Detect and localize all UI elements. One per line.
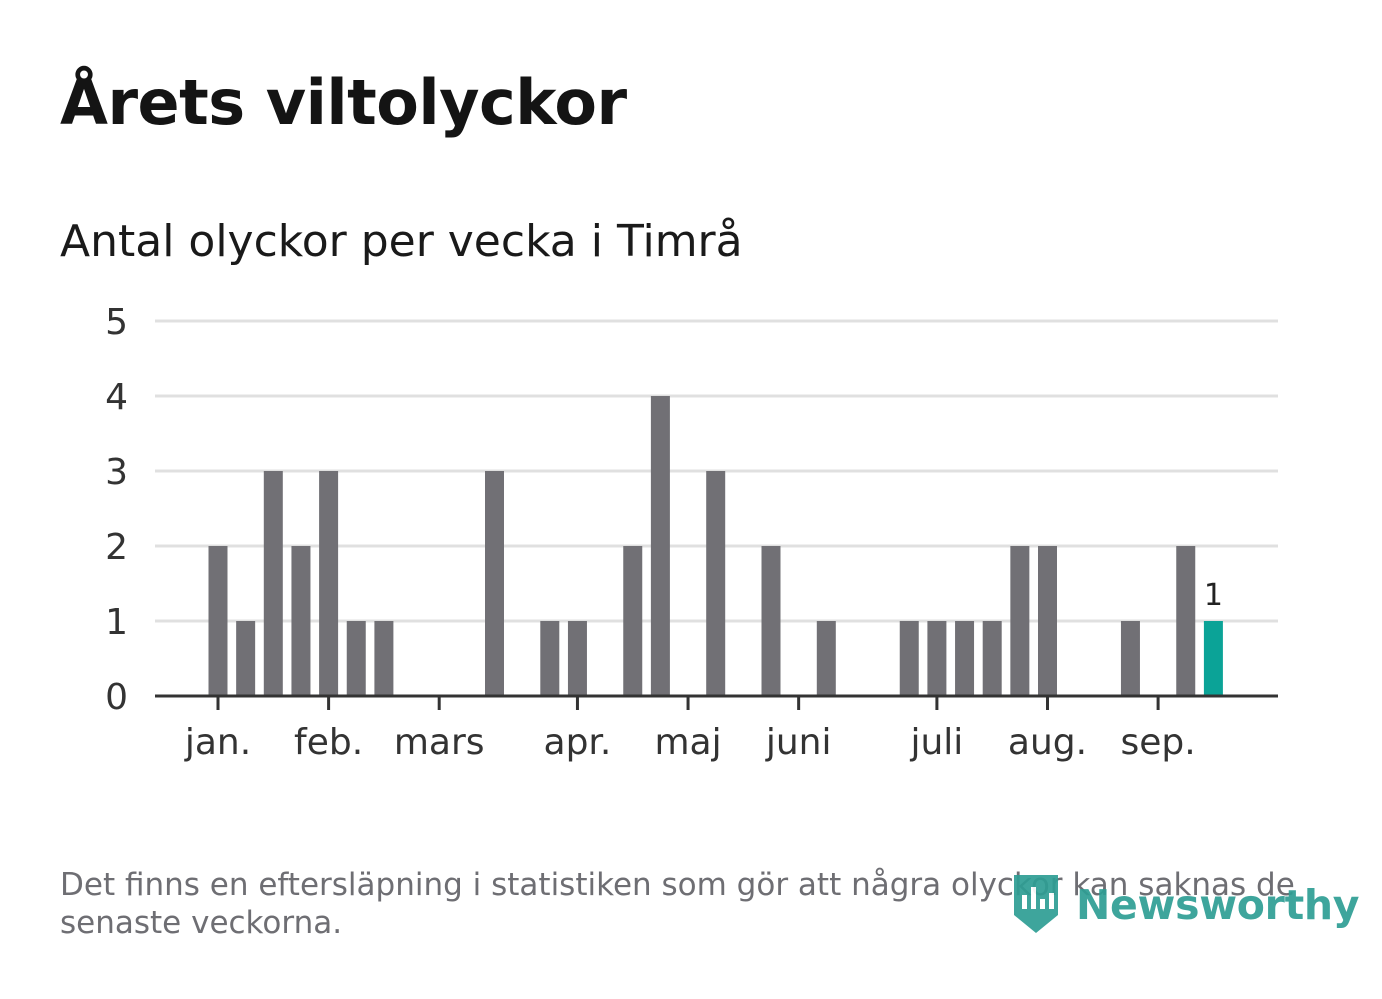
chart-subtitle: Antal olyckor per vecka i Timrå (60, 216, 743, 267)
bar (706, 471, 726, 696)
bar (236, 621, 256, 696)
bar (1038, 546, 1057, 696)
x-tick-label: feb. (294, 722, 363, 763)
bar (982, 621, 1002, 696)
y-tick-label: 2 (105, 527, 128, 568)
footnote: Det finns en eftersläpning i statistiken… (60, 867, 1295, 941)
bar (1120, 621, 1140, 696)
bar (761, 546, 781, 696)
bar-chart: 0 1 2 3 4 5 1 jan. feb. mars apr. maj juni juli aug. se… (105, 302, 1278, 763)
bar (650, 396, 670, 696)
bar (319, 471, 339, 696)
y-tick-label: 3 (105, 452, 128, 493)
newsworthy-logo: Newsworthy (1010, 868, 1359, 942)
x-tick-label: apr. (544, 722, 612, 763)
bar (1176, 546, 1196, 696)
x-tick-label: sep. (1120, 722, 1195, 763)
bar (927, 621, 947, 696)
newsworthy-logo-text: Newsworthy (1076, 881, 1360, 929)
x-tick-label: juni (765, 722, 832, 763)
bar (291, 546, 311, 696)
bar (1010, 546, 1030, 696)
y-tick-label: 4 (105, 377, 128, 418)
bar (263, 471, 283, 696)
x-tick-label: mars (394, 722, 485, 763)
x-tick-label: maj (654, 722, 721, 763)
bar-highlight (1203, 621, 1223, 696)
bar (623, 546, 643, 696)
x-tick-label: juli (909, 722, 963, 763)
newsworthy-logo-icon (1014, 875, 1058, 933)
y-tick-label: 0 (105, 677, 128, 718)
bar (899, 621, 919, 696)
x-tick-label: jan. (184, 722, 251, 763)
bar (816, 621, 836, 696)
x-tick-label: aug. (1008, 722, 1087, 763)
chart-title: Årets viltolyckor (60, 66, 627, 139)
y-tick-label: 5 (105, 302, 128, 343)
bar (374, 621, 394, 696)
data-label: 1 (1204, 578, 1223, 613)
y-tick-label: 1 (105, 602, 128, 643)
bar (346, 621, 366, 696)
bar (485, 471, 504, 696)
bar (540, 621, 560, 696)
bar (208, 546, 228, 696)
bar (567, 621, 587, 696)
bar (955, 621, 975, 696)
